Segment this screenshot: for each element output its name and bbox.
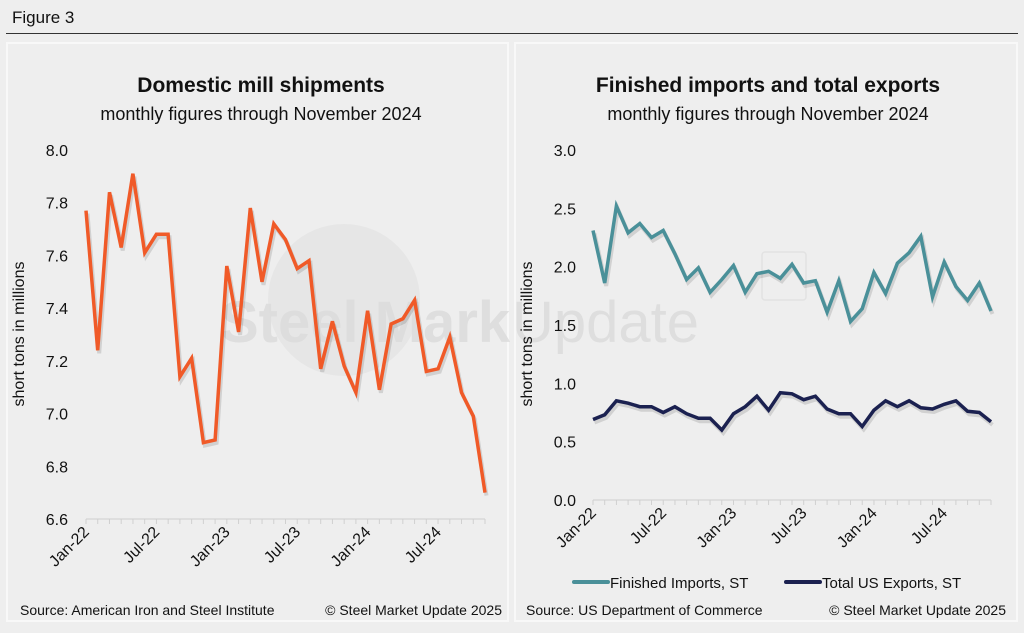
figure-divider	[6, 33, 1018, 34]
legend: Finished Imports, ST Total US Exports, S…	[572, 575, 961, 592]
x-tick-label: Jul-22	[120, 524, 163, 567]
copyright-note: © Steel Market Update 2025	[325, 602, 502, 618]
x-tick-label: Jul-23	[261, 524, 304, 567]
y-tick-label: 7.2	[46, 354, 68, 371]
x-tick-label: Jan-22	[46, 524, 93, 571]
y-tick-label: 3.0	[554, 143, 576, 160]
series-line-total-us-exports-st	[592, 390, 993, 433]
y-axis-ticks: 3.0 2.5 2.0 1.5 1.0 0.5 0.0	[554, 143, 576, 510]
y-tick-label: 6.6	[46, 512, 68, 529]
x-tick-label: Jul-24	[402, 524, 445, 567]
y-axis-label: short tons in millions	[11, 262, 28, 407]
chart-subtitle: monthly figures through November 2024	[607, 104, 928, 124]
y-tick-label: 0.0	[554, 493, 576, 510]
trade-chart-panel: Update Finished imports and total export…	[514, 42, 1018, 622]
watermark: Update	[516, 251, 807, 355]
x-tick-label: Jan-24	[328, 524, 375, 571]
source-note: Source: American Iron and Steel Institut…	[20, 602, 275, 618]
watermark: Steel Market	[220, 224, 511, 376]
y-tick-label: 7.6	[46, 248, 68, 265]
y-tick-label: 2.0	[554, 260, 576, 277]
source-note: Source: US Department of Commerce	[526, 602, 763, 618]
y-tick-label: 7.8	[46, 196, 68, 213]
series-line-finished-imports-st	[591, 199, 993, 325]
x-axis: Jan-22 Jul-22 Jan-23 Jul-23 Jan-24 Jul-24	[46, 518, 486, 571]
y-tick-label: 7.0	[46, 407, 68, 424]
legend-label-imports: Finished Imports, ST	[610, 575, 748, 592]
y-tick-label: 6.8	[46, 459, 68, 476]
x-tick-label: Jan-22	[553, 505, 600, 552]
y-axis-label: short tons in millions	[519, 262, 536, 407]
x-axis: Jan-22 Jul-22 Jan-23 Jul-23 Jan-24 Jul-24	[553, 499, 992, 552]
y-tick-label: 0.5	[554, 435, 576, 452]
x-tick-label: Jul-22	[627, 505, 670, 548]
series-layer	[84, 173, 489, 496]
x-tick-label: Jan-23	[187, 524, 234, 571]
series-line-domestic-mill-shipments	[84, 173, 487, 493]
shipments-chart-panel: Steel Market Domestic mill shipments mon…	[6, 42, 511, 622]
copyright-note: © Steel Market Update 2025	[829, 602, 1006, 618]
watermark-badge	[761, 251, 807, 301]
y-tick-label: 7.4	[46, 301, 68, 318]
y-axis-ticks: 8.0 7.8 7.6 7.4 7.2 7.0 6.8 6.6	[46, 143, 68, 529]
shipments-line-chart: Steel Market Domestic mill shipments mon…	[11, 74, 511, 618]
watermark-text: Update	[516, 290, 699, 355]
x-tick-label: Jan-23	[694, 505, 741, 552]
x-tick-label: Jul-23	[768, 505, 811, 548]
chart-subtitle: monthly figures through November 2024	[100, 104, 421, 124]
x-tick-label: Jul-24	[908, 505, 951, 548]
chart-title: Finished imports and total exports	[596, 74, 940, 97]
x-tick-label: Jan-24	[834, 505, 881, 552]
y-tick-label: 1.5	[554, 318, 576, 335]
y-tick-label: 8.0	[46, 143, 68, 160]
legend-label-exports: Total US Exports, ST	[822, 575, 961, 592]
y-tick-label: 2.5	[554, 201, 576, 218]
trade-line-chart: Update Finished imports and total export…	[516, 74, 1006, 618]
figure-label: Figure 3	[12, 8, 75, 27]
series-line-shadow	[593, 393, 994, 437]
chart-title: Domestic mill shipments	[137, 74, 384, 97]
series-layer	[591, 199, 995, 437]
y-tick-label: 1.0	[554, 376, 576, 393]
